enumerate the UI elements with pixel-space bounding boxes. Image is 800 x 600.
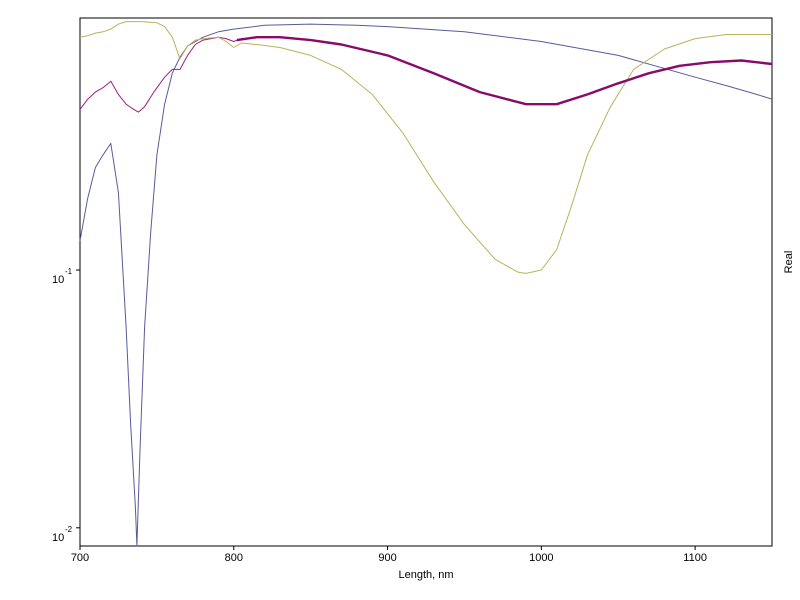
y-tick-label: 10 xyxy=(52,274,64,286)
series-layer xyxy=(79,21,773,547)
x-tick-label: 700 xyxy=(71,552,89,564)
x-tick-label: 800 xyxy=(225,552,243,564)
x-tick-label: 900 xyxy=(378,552,396,564)
x-tick-label: 1000 xyxy=(529,552,553,564)
y-tick-label: 10 xyxy=(52,532,64,544)
plot-area xyxy=(79,17,773,547)
series-line-1 xyxy=(79,23,773,547)
series-line-4 xyxy=(236,36,773,106)
series-line-3 xyxy=(79,21,772,274)
x-tick-label: 1100 xyxy=(683,552,707,564)
x-axis-title: Length, nm xyxy=(398,569,453,581)
y-tick-exponent: -2 xyxy=(65,525,73,534)
y-axis-title-right: Real xyxy=(783,251,795,274)
y-tick-exponent: -1 xyxy=(65,267,73,276)
